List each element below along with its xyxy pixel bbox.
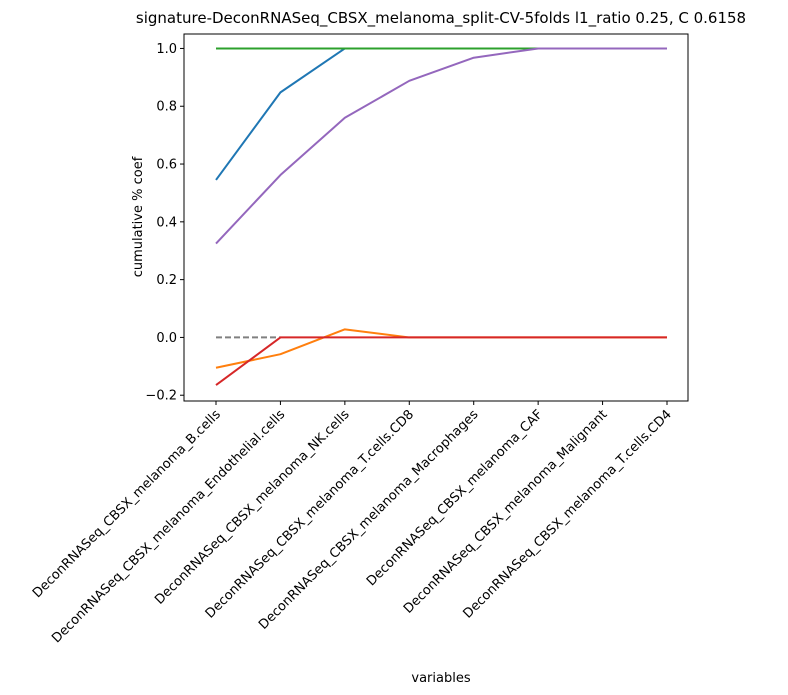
y-axis-label: cumulative % coef <box>131 156 146 277</box>
series-line-1 <box>215 47 667 181</box>
y-tick-label: 0.8 <box>156 100 177 115</box>
x-tick-label: DeconRNASeq_CBSX_melanoma_Endothelial.ce… <box>49 407 288 646</box>
x-tick-label: DeconRNASeq_CBSX_melanoma_Macrophages <box>256 407 482 633</box>
y-axis: −0.2 0.0 0.2 0.4 0.6 0.8 1.0 <box>145 42 184 404</box>
y-tick-label: 0.4 <box>156 215 177 230</box>
x-axis: DeconRNASeq_CBSX_melanoma_B.cellsDeconRN… <box>30 401 675 646</box>
plot-area <box>183 33 689 402</box>
chart-title: signature-DeconRNASeq_CBSX_melanoma_spli… <box>136 9 746 28</box>
y-tick-label: 1.0 <box>156 42 177 57</box>
series-line-2 <box>215 328 667 369</box>
series-layer <box>215 47 667 386</box>
y-tick-label: 0.6 <box>156 158 177 173</box>
y-tick-label: 0.2 <box>156 273 177 288</box>
x-axis-label: variables <box>411 671 470 686</box>
series-line-5 <box>215 47 667 245</box>
plot-frame <box>183 33 689 402</box>
y-tick-label: 0.0 <box>156 331 177 346</box>
y-tick-label: −0.2 <box>145 389 177 404</box>
series-line-4 <box>215 336 667 386</box>
